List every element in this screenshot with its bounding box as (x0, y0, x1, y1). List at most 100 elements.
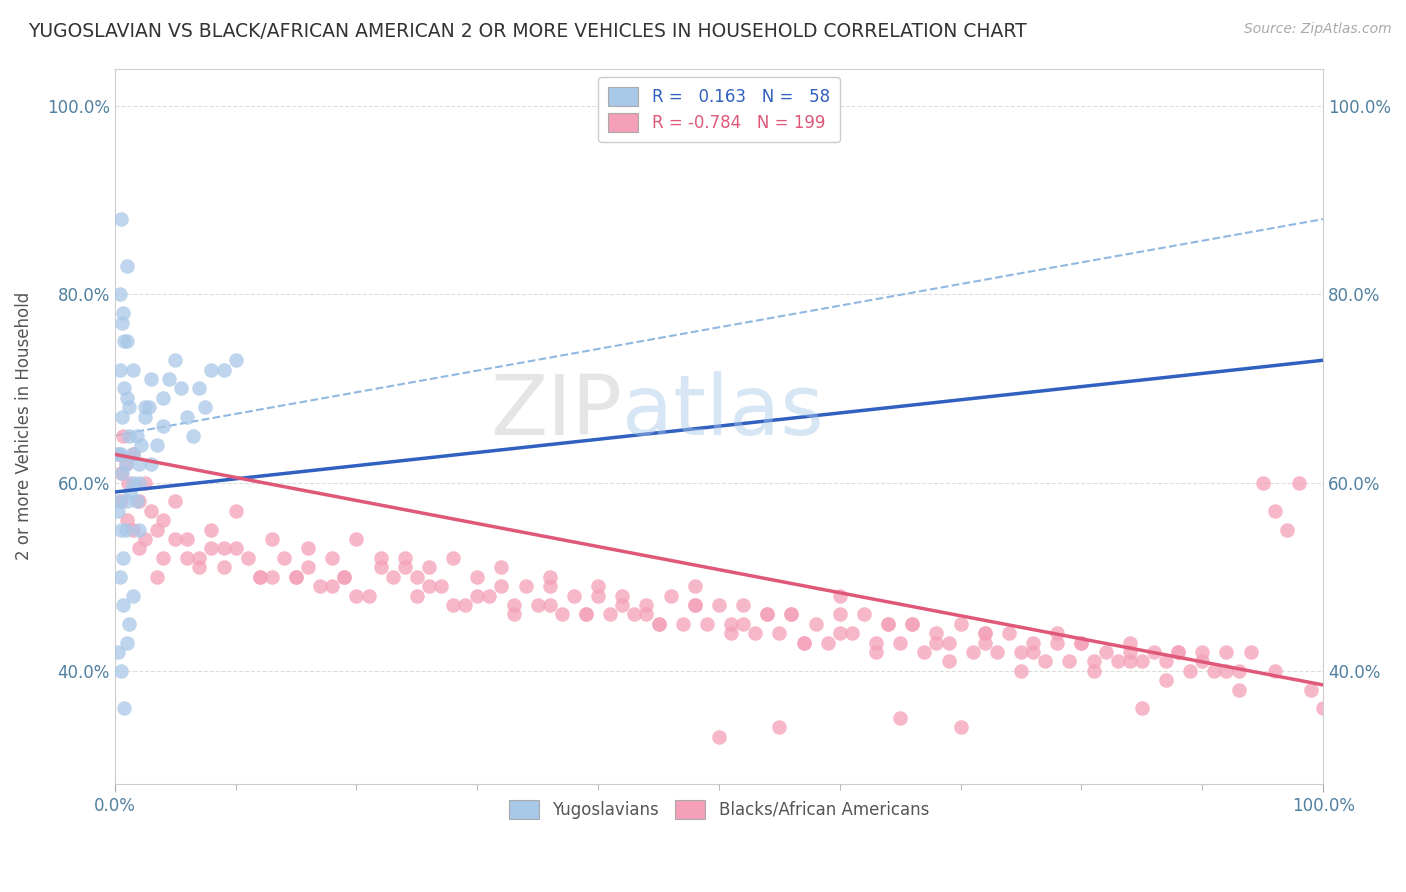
Point (491, 560, 513, 574)
Point (780, 607, 803, 622)
Point (394, 560, 416, 574)
Point (122, 589, 145, 603)
Point (912, 645, 935, 659)
Point (107, 645, 129, 659)
Point (720, 616, 742, 631)
Point (225, 541, 247, 556)
Point (112, 598, 135, 612)
Point (188, 560, 211, 574)
Point (297, 560, 319, 574)
Point (768, 720, 790, 734)
Point (1046, 626, 1069, 640)
Point (756, 607, 779, 622)
Point (114, 457, 136, 471)
Point (441, 598, 464, 612)
Point (346, 589, 368, 603)
Point (925, 626, 948, 640)
Point (733, 598, 755, 612)
Legend: Yugoslavians, Blacks/African Americans: Yugoslavians, Blacks/African Americans (502, 793, 936, 825)
Point (107, 494, 129, 508)
Point (1022, 645, 1045, 659)
Point (200, 541, 222, 556)
Point (1215, 645, 1237, 659)
Point (1251, 475, 1274, 490)
Point (973, 626, 995, 640)
Point (659, 589, 682, 603)
Point (122, 475, 145, 490)
Point (418, 579, 440, 593)
Point (1094, 645, 1116, 659)
Point (260, 570, 283, 584)
Point (111, 316, 134, 330)
Point (683, 598, 706, 612)
Point (188, 550, 211, 565)
Point (114, 457, 136, 471)
Point (1288, 475, 1310, 490)
Point (478, 589, 501, 603)
Point (321, 550, 343, 565)
Point (134, 409, 156, 424)
Point (115, 635, 138, 649)
Point (273, 550, 295, 565)
Text: atlas: atlas (623, 371, 824, 452)
Point (357, 589, 380, 603)
Point (1010, 664, 1032, 678)
Point (260, 532, 283, 546)
Point (1010, 645, 1032, 659)
Point (118, 401, 141, 415)
Point (405, 570, 427, 584)
Point (111, 409, 134, 424)
Point (212, 560, 235, 574)
Point (157, 372, 180, 386)
Point (938, 654, 960, 668)
Point (1033, 654, 1056, 668)
Point (200, 523, 222, 537)
Point (1107, 654, 1129, 668)
Point (707, 730, 730, 744)
Point (841, 626, 863, 640)
Point (502, 607, 524, 622)
Point (889, 635, 911, 649)
Point (1191, 645, 1213, 659)
Point (212, 362, 235, 376)
Text: ZIP: ZIP (491, 371, 623, 452)
Point (111, 466, 134, 480)
Point (139, 372, 162, 386)
Point (1130, 654, 1153, 668)
Point (112, 334, 135, 349)
Point (370, 550, 392, 565)
Point (1191, 654, 1213, 668)
Point (120, 485, 142, 500)
Point (672, 616, 695, 631)
Point (152, 419, 174, 434)
Point (146, 523, 169, 537)
Point (134, 475, 156, 490)
Point (1312, 701, 1334, 715)
Point (139, 457, 162, 471)
Point (122, 362, 145, 376)
Point (115, 494, 138, 508)
Point (586, 579, 609, 593)
Point (418, 560, 440, 574)
Point (696, 616, 718, 631)
Point (112, 382, 135, 396)
Point (1264, 664, 1286, 678)
Point (146, 438, 169, 452)
Point (110, 447, 132, 461)
Point (297, 541, 319, 556)
Point (152, 513, 174, 527)
Point (744, 626, 766, 640)
Point (465, 570, 488, 584)
Point (1167, 645, 1189, 659)
Point (188, 382, 211, 396)
Point (828, 607, 851, 622)
Point (122, 447, 145, 461)
Point (430, 579, 453, 593)
Point (962, 645, 984, 659)
Point (176, 409, 198, 424)
Point (1046, 635, 1069, 649)
Point (225, 353, 247, 368)
Point (170, 382, 193, 396)
Point (865, 645, 887, 659)
Point (1204, 664, 1226, 678)
